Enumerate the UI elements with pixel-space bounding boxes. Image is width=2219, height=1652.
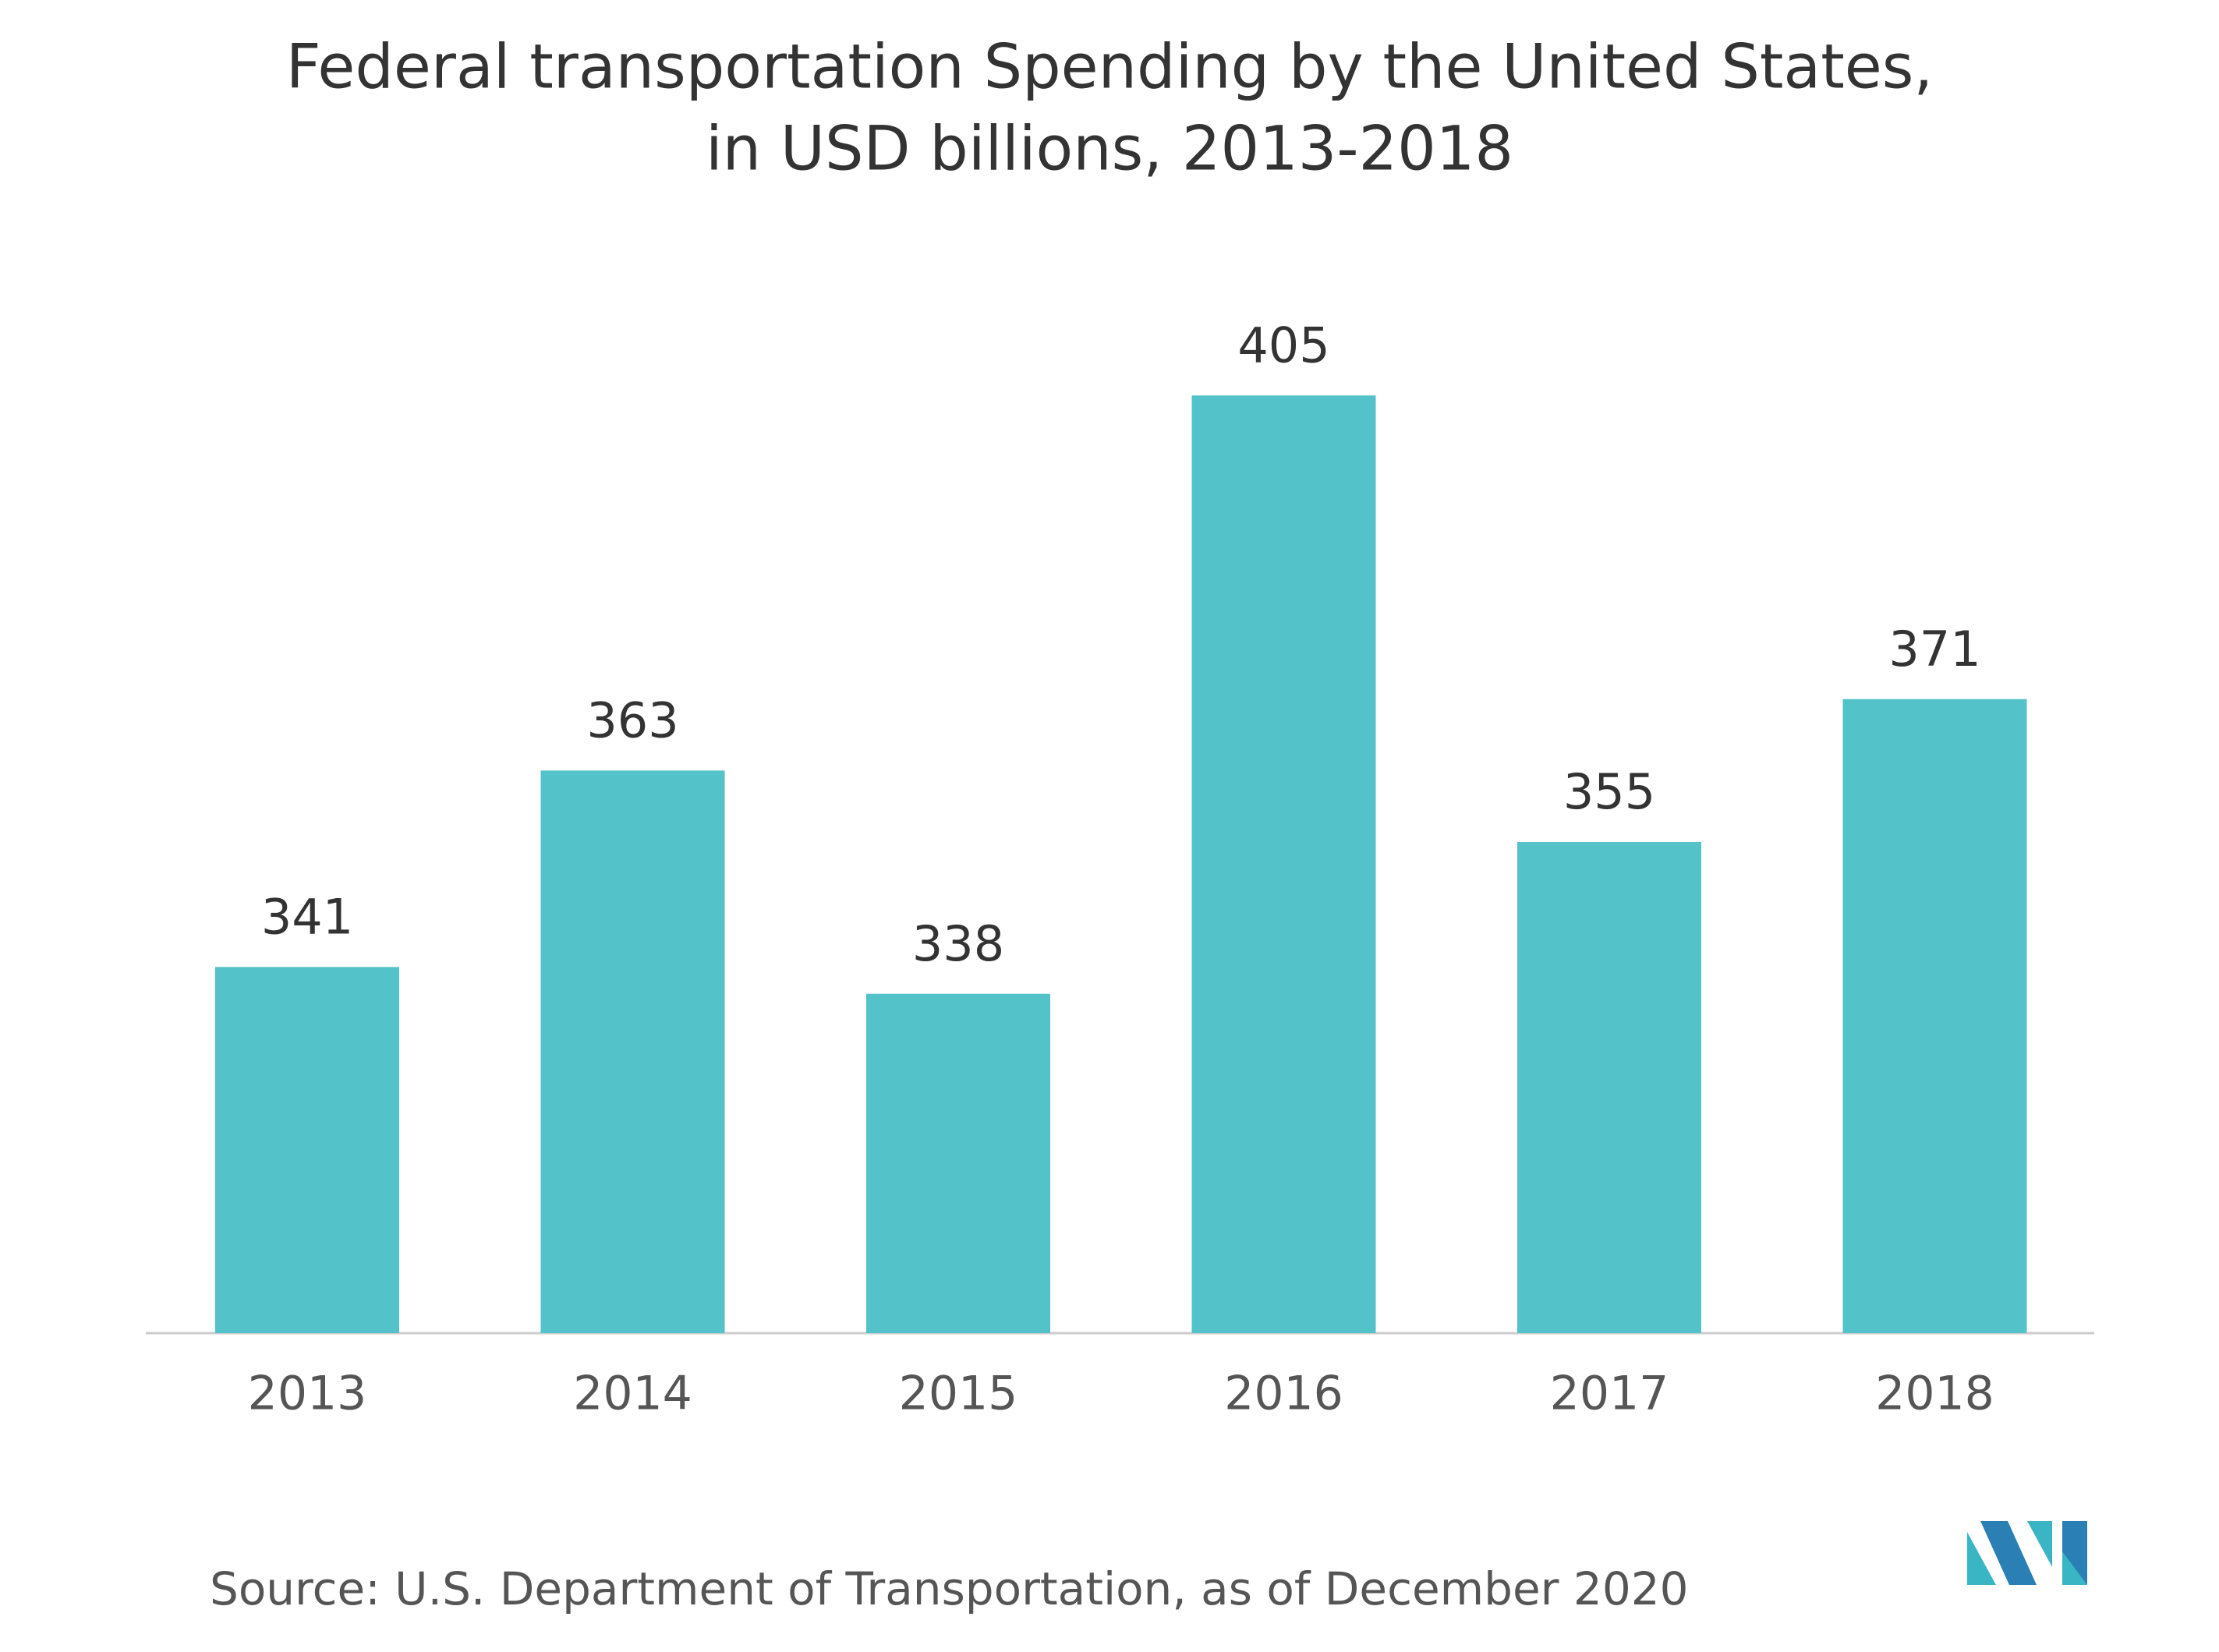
value-label: 371	[1888, 621, 1980, 677]
x-tick-label: 2016	[1224, 1367, 1343, 1421]
x-tick-label: 2015	[899, 1367, 1018, 1421]
bar	[1191, 395, 1376, 1334]
logo	[1967, 1521, 2087, 1585]
bar	[866, 993, 1050, 1333]
bar	[1517, 842, 1701, 1333]
value-label: 405	[1237, 317, 1329, 373]
bar	[215, 967, 399, 1333]
chart-subtitle: in USD billions, 2013-2018	[706, 114, 1513, 184]
x-tick-label: 2014	[573, 1367, 692, 1421]
x-tick-label: 2013	[248, 1367, 367, 1421]
bar	[540, 770, 725, 1333]
value-label: 355	[1563, 763, 1655, 820]
x-tick-label: 2017	[1550, 1367, 1669, 1421]
chart-title: Federal transportation Spending by the U…	[286, 32, 1933, 102]
value-label: 338	[912, 915, 1004, 972]
source-note: Source: U.S. Department of Transportatio…	[210, 1562, 1689, 1615]
value-label: 363	[586, 692, 678, 748]
bar	[1842, 699, 2027, 1333]
value-label: 341	[261, 888, 353, 945]
x-tick-label: 2018	[1875, 1367, 1994, 1421]
